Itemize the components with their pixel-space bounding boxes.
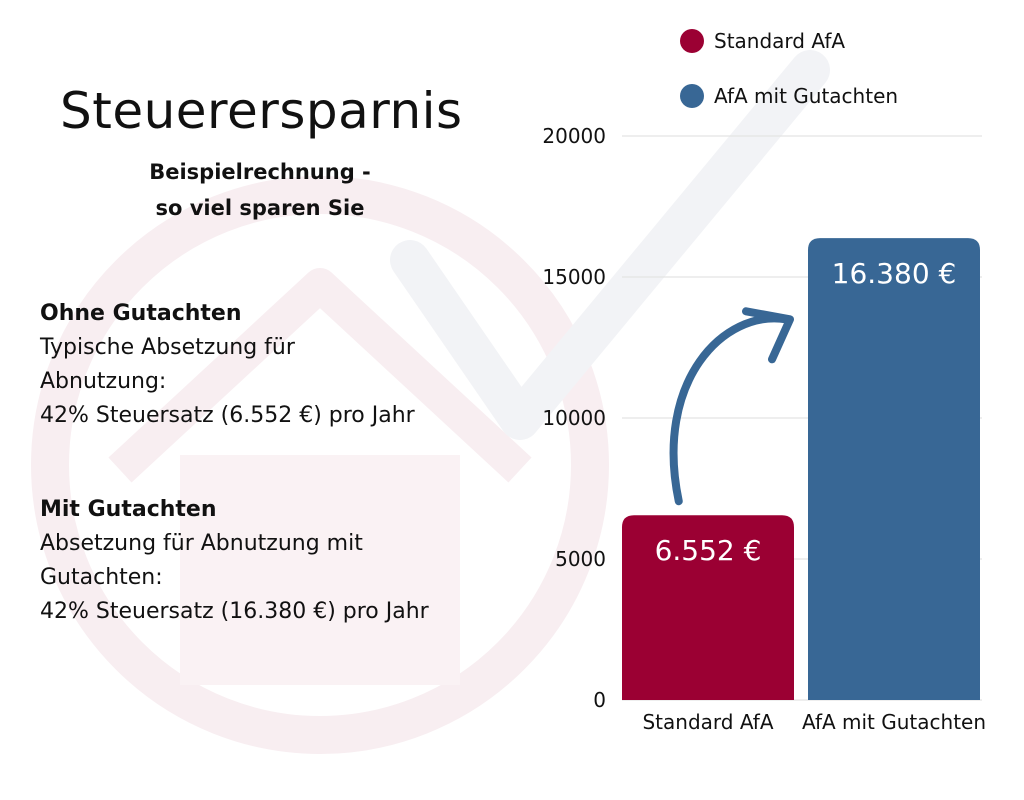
y-tick-label: 20000 [542, 124, 606, 148]
section-mit-gutachten: Mit Gutachten Absetzung für Abnutzung mi… [40, 493, 510, 629]
section-ohne-gutachten: Ohne Gutachten Typische Absetzung für Ab… [40, 297, 510, 433]
y-tick-label: 10000 [542, 406, 606, 430]
section-line: 42% Steuersatz (6.552 €) pro Jahr [40, 403, 415, 428]
subtitle: Beispielrechnung - so viel sparen Sie [120, 154, 400, 226]
legend-label: AfA mit Gutachten [714, 84, 899, 108]
subtitle-line: Beispielrechnung - [149, 160, 371, 184]
bar [622, 515, 794, 700]
chart-legend: Standard AfA AfA mit Gutachten [680, 28, 898, 138]
legend-swatch-gutachten [680, 84, 704, 108]
legend-label: Standard AfA [714, 29, 846, 53]
x-category-label: Standard AfA [642, 710, 773, 734]
y-tick-label: 0 [593, 688, 606, 712]
section-line: Abnutzung: [40, 369, 167, 394]
arrow-head [742, 307, 794, 364]
page-title: Steuerersparnis [60, 82, 463, 140]
section-heading: Ohne Gutachten [40, 301, 242, 326]
section-line: Gutachten: [40, 565, 163, 590]
arrow-curve [669, 314, 790, 506]
legend-swatch-standard [680, 29, 704, 53]
x-category-label: AfA mit Gutachten [802, 710, 986, 734]
data-label: 16.380 € [832, 257, 957, 290]
section-line: Absetzung für Abnutzung mit [40, 531, 363, 556]
section-heading: Mit Gutachten [40, 497, 217, 522]
bar [808, 238, 980, 701]
legend-item-gutachten: AfA mit Gutachten [680, 83, 898, 109]
section-line: Typische Absetzung für [40, 335, 295, 360]
data-label: 6.552 € [655, 534, 762, 567]
y-tick-label: 15000 [542, 265, 606, 289]
bar-chart: 0 5000 10000 15000 20000 6.552 € Standard AfA 1… [542, 124, 986, 734]
legend-item-standard: Standard AfA [680, 28, 898, 54]
subtitle-line: so viel sparen Sie [155, 196, 365, 220]
y-tick-label: 5000 [555, 547, 606, 571]
section-line: 42% Steuersatz (16.380 €) pro Jahr [40, 599, 429, 624]
